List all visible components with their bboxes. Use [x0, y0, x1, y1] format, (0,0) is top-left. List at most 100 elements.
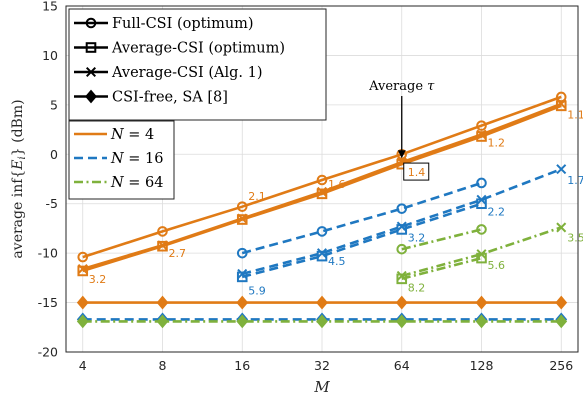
- data-point-circle: [476, 177, 487, 189]
- data-point-circle: [77, 251, 89, 263]
- data-point-x: [157, 240, 168, 251]
- data-point-diamond: [475, 295, 488, 310]
- x-axis-label: M: [313, 378, 330, 396]
- data-point-square: [476, 131, 487, 142]
- legend-label-n: N = 64: [110, 175, 164, 191]
- data-point-circle: [396, 243, 408, 255]
- data-point-x: [396, 221, 407, 232]
- data-point-square: [555, 100, 567, 112]
- tau-label: 1.7: [567, 174, 583, 187]
- y-tick-label: -10: [38, 246, 58, 261]
- legend-marker-diamond: [85, 89, 97, 104]
- y-axis-label: average inf{Ei} (dBm): [10, 99, 28, 258]
- x-tick-label: 256: [549, 358, 573, 373]
- tau-label: 2.2: [488, 206, 506, 219]
- data-point-x: [77, 263, 88, 274]
- plot-frame: [65, 5, 579, 353]
- data-point-diamond: [475, 314, 488, 329]
- legend-marker-square: [85, 42, 97, 53]
- x-tick-label: 4: [79, 358, 87, 373]
- tau-labels: 3.2 2.7 2.1 1.6 1.4 1.2 1.1 5.9 4.5 3.2 2.2 1.7 8.2 5…: [89, 109, 583, 298]
- data-point-diamond: [236, 314, 249, 329]
- data-point-diamond: [555, 295, 568, 310]
- data-point-x: [476, 194, 487, 205]
- tau-label: 3.2: [89, 273, 107, 286]
- x-tick-label: 128: [470, 358, 494, 373]
- data-point-diamond: [316, 295, 328, 310]
- data-point-x: [556, 222, 567, 233]
- y-tick-label: 5: [50, 97, 58, 112]
- data-point-diamond: [76, 314, 89, 329]
- tau-label: 1.4: [408, 166, 426, 179]
- data-point-diamond: [555, 314, 568, 329]
- annotation: Average τ: [368, 79, 435, 159]
- data-point-x: [476, 129, 487, 140]
- y-tick-label: 0: [50, 147, 58, 162]
- annotation-label: Average τ: [368, 79, 435, 94]
- data-point-x: [396, 270, 407, 281]
- data-point-diamond: [156, 295, 169, 310]
- data-point-x: [237, 213, 248, 224]
- tau-label: 5.9: [248, 285, 265, 298]
- x-tick-label: 64: [394, 358, 410, 373]
- legend-box-markers: [68, 8, 327, 121]
- tau-label: 2.7: [168, 247, 186, 260]
- legend-label: Full-CSI (optimum): [112, 16, 254, 32]
- data-point-diamond: [236, 295, 249, 310]
- tau-label: 3.2: [408, 231, 426, 244]
- legend-label: Average-CSI (optimum): [111, 41, 285, 57]
- tau-label-box: [403, 162, 430, 181]
- data-point-square: [316, 188, 328, 200]
- y-tick-label: -15: [38, 295, 58, 310]
- tau-label: 1.1: [567, 109, 583, 122]
- legend-label: CSI-free, SA [8]: [112, 90, 228, 106]
- data-point-diamond: [395, 314, 408, 329]
- legend-marker-x: [85, 66, 97, 78]
- data-point-diamond: [156, 314, 169, 329]
- legend-label-n: N = 16: [110, 151, 164, 167]
- series-line-n64-square: [401, 256, 482, 281]
- legend-label-n: N = 4: [110, 127, 154, 143]
- x-tick-label: 32: [314, 358, 330, 373]
- data-point-x: [476, 249, 487, 260]
- data-point-x: [556, 98, 567, 109]
- data-point-diamond: [395, 295, 408, 310]
- data-point-x: [316, 186, 328, 197]
- tau-label: 5.6: [488, 259, 506, 272]
- data-point-circle: [157, 226, 168, 237]
- y-tick-label: -20: [38, 345, 58, 360]
- data-point-square: [236, 214, 248, 225]
- data-point-circle: [316, 226, 328, 237]
- x-tick-label: 8: [159, 358, 167, 373]
- tau-label: 1.6: [328, 178, 346, 191]
- legend-marker-circle: [85, 17, 97, 29]
- markers-layer: [76, 91, 568, 329]
- tau-label: 4.5: [328, 255, 346, 268]
- series-line-n4-circle: [82, 95, 562, 259]
- data-point-square: [157, 240, 168, 252]
- y-tick-label: 10: [42, 48, 58, 63]
- data-point-circle: [476, 120, 487, 131]
- tau-label: 2.1: [248, 190, 265, 203]
- y-tick-label: 15: [42, 0, 58, 14]
- data-point-diamond: [76, 295, 89, 310]
- data-point-circle: [476, 224, 487, 235]
- data-point-x: [237, 268, 248, 279]
- data-point-diamond: [316, 314, 328, 329]
- data-point-circle: [236, 247, 248, 259]
- tau-label: 8.2: [408, 282, 426, 295]
- data-point-x: [556, 164, 567, 175]
- data-point-x: [316, 248, 328, 259]
- data-point-square: [77, 265, 89, 277]
- annotation-arrow-head: [397, 150, 406, 159]
- y-tick-label: -5: [46, 196, 58, 211]
- tau-label: 3.5: [567, 231, 583, 244]
- legend-box-lines: [68, 120, 175, 200]
- data-point-circle: [236, 201, 248, 212]
- series-line-n64-x: [401, 226, 562, 278]
- tau-label: 1.2: [488, 136, 506, 149]
- data-point-circle: [396, 203, 408, 214]
- legend: Full-CSI (optimum) Average-CSI (optimum) A…: [68, 8, 327, 200]
- series-line-n64-circle: [401, 228, 482, 251]
